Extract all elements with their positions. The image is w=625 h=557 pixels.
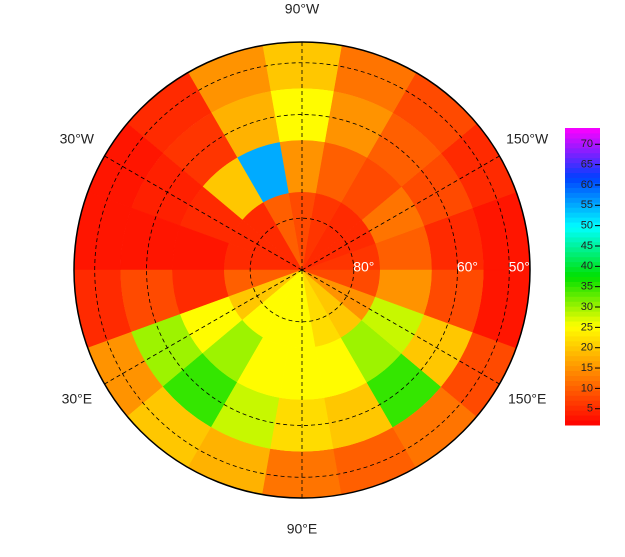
colorbar-step <box>565 345 600 352</box>
colorbar-step <box>565 286 600 292</box>
colorbar-step <box>565 142 600 149</box>
colorbar-step <box>565 400 600 406</box>
colorbar-step <box>565 355 600 362</box>
colorbar-step <box>565 410 600 416</box>
lat-label: 80° <box>353 259 374 275</box>
colorbar-label: 65 <box>581 159 593 171</box>
lon-label: 30°W <box>60 131 95 147</box>
lon-label: 150°E <box>508 391 546 407</box>
colorbar-label: 60 <box>581 179 593 191</box>
colorbar-step <box>565 306 600 312</box>
colorbar-step <box>565 385 600 391</box>
colorbar-step <box>565 360 600 367</box>
colorbar-step <box>565 370 600 376</box>
colorbar-step <box>565 246 600 253</box>
map-border <box>73 41 531 499</box>
colorbar-label: 15 <box>581 362 593 374</box>
colorbar-step <box>565 380 600 386</box>
colorbar-label: 25 <box>581 321 593 333</box>
lat-circle <box>94 62 510 478</box>
colorbar-label: 55 <box>581 199 593 211</box>
colorbar-step <box>565 326 600 332</box>
grid-cell <box>301 269 380 297</box>
colorbar-step <box>565 172 600 178</box>
colorbar-step <box>565 405 600 411</box>
colorbar-step <box>565 415 600 421</box>
lon-label: 90°E <box>287 521 318 537</box>
colorbar-step <box>565 330 600 337</box>
colorbar-step <box>565 202 600 208</box>
colorbar-step <box>565 261 600 268</box>
colorbar-step <box>565 177 600 183</box>
meridian <box>104 269 303 385</box>
colorbar-label: 10 <box>581 382 593 394</box>
colorbar-step <box>565 192 600 198</box>
lat-label: 60° <box>457 259 478 275</box>
colorbar-step <box>565 281 600 287</box>
colorbar-label: 70 <box>581 138 593 150</box>
colorbar-step <box>565 137 600 144</box>
colorbar-step <box>565 147 600 154</box>
colorbar-step <box>565 212 600 218</box>
colorbar-label: 30 <box>581 301 593 313</box>
colorbar-step <box>565 296 600 302</box>
colorbar-step <box>565 207 600 213</box>
colorbar-step <box>565 350 600 357</box>
lon-label: 150°W <box>506 131 549 147</box>
colorbar-step <box>565 217 600 223</box>
colorbar-step <box>565 301 600 307</box>
colorbar-step <box>565 266 600 273</box>
colorbar-step <box>565 162 600 169</box>
colorbar-step <box>565 241 600 248</box>
colorbar-step <box>565 152 600 159</box>
lat-circle <box>146 114 458 426</box>
colorbar-step <box>565 271 600 277</box>
colorbar-step <box>565 251 600 258</box>
colorbar-step <box>565 231 600 238</box>
colorbar-step <box>565 390 600 396</box>
lon-label: 30°E <box>62 391 93 407</box>
colorbar-step <box>565 316 600 322</box>
colorbar-label: 35 <box>581 281 593 293</box>
colorbar-label: 20 <box>581 342 593 354</box>
colorbar-step <box>565 365 600 372</box>
colorbar-step <box>565 291 600 297</box>
meridian <box>301 269 500 385</box>
colorbar-step <box>565 375 600 381</box>
lon-label: 90°W <box>285 1 320 17</box>
lat-circle <box>249 217 355 323</box>
colorbar-label: 40 <box>581 260 593 272</box>
colorbar-step <box>565 187 600 193</box>
colorbar-step <box>565 197 600 203</box>
colorbar-step <box>565 311 600 317</box>
colorbar-step <box>565 395 600 401</box>
colorbar-step <box>565 420 600 426</box>
colorbar-step <box>565 321 600 327</box>
colorbar-label: 5 <box>587 403 593 415</box>
lat-label: 50° <box>509 259 530 275</box>
colorbar-step <box>565 132 600 139</box>
colorbar-step <box>565 276 600 282</box>
colorbar-step <box>565 340 600 347</box>
colorbar-step <box>565 167 600 174</box>
meridian <box>104 155 303 271</box>
colorbar-step <box>565 236 600 243</box>
colorbar-step <box>565 182 600 188</box>
colorbar-step <box>565 335 600 342</box>
meridian <box>301 155 500 271</box>
colorbar-step <box>565 157 600 164</box>
colorbar-label: 50 <box>581 220 593 232</box>
colorbar-label: 45 <box>581 240 593 252</box>
colorbar-step <box>565 227 600 233</box>
colorbar-step <box>565 128 600 134</box>
colorbar-step <box>565 222 600 228</box>
colorbar-step <box>565 256 600 263</box>
